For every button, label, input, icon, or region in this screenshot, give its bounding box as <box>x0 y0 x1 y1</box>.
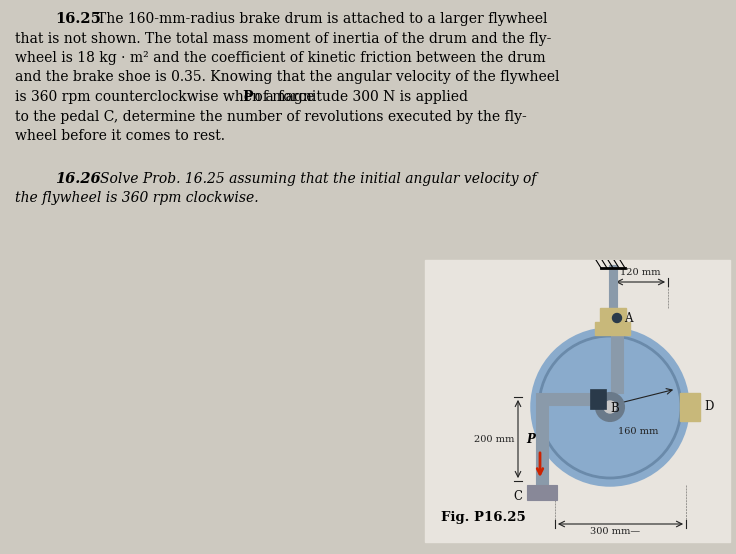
Bar <box>527 485 557 500</box>
Bar <box>680 393 700 421</box>
Circle shape <box>604 401 616 413</box>
Circle shape <box>612 314 621 322</box>
Text: 16.26: 16.26 <box>55 172 101 186</box>
Bar <box>536 405 548 485</box>
Text: B: B <box>610 403 619 416</box>
Text: Fig. P16.25: Fig. P16.25 <box>441 511 526 524</box>
Text: of magnitude 300 N is applied: of magnitude 300 N is applied <box>250 90 467 104</box>
Text: 300 mm—: 300 mm— <box>590 527 640 536</box>
Bar <box>425 260 730 542</box>
Text: wheel is 18 kg · m² and the coefficient of kinetic friction between the drum: wheel is 18 kg · m² and the coefficient … <box>15 51 545 65</box>
Circle shape <box>532 329 688 485</box>
Text: P: P <box>243 90 253 104</box>
Text: the flywheel is 360 rpm clockwise.: the flywheel is 360 rpm clockwise. <box>15 191 258 206</box>
Bar <box>600 308 626 322</box>
Text: The 160-mm-radius brake drum is attached to a larger flywheel: The 160-mm-radius brake drum is attached… <box>97 12 548 26</box>
Text: 120 mm: 120 mm <box>620 268 661 277</box>
Text: that is not shown. The total mass moment of inertia of the drum and the fly-: that is not shown. The total mass moment… <box>15 32 551 45</box>
Text: 200 mm: 200 mm <box>474 434 514 444</box>
Bar <box>536 393 603 405</box>
Bar <box>595 322 629 335</box>
Bar <box>611 322 623 393</box>
Text: A: A <box>624 311 632 325</box>
Text: Solve Prob. 16.25 assuming that the initial angular velocity of: Solve Prob. 16.25 assuming that the init… <box>100 172 537 186</box>
Text: C: C <box>513 490 522 504</box>
Text: and the brake shoe is 0.35. Knowing that the angular velocity of the flywheel: and the brake shoe is 0.35. Knowing that… <box>15 70 559 85</box>
Text: to the pedal C, determine the number of revolutions executed by the fly-: to the pedal C, determine the number of … <box>15 110 527 124</box>
Text: D: D <box>704 401 713 413</box>
Text: 160 mm: 160 mm <box>618 427 658 436</box>
Bar <box>590 389 606 409</box>
Text: 16.25: 16.25 <box>55 12 101 26</box>
Text: wheel before it comes to rest.: wheel before it comes to rest. <box>15 129 225 143</box>
Text: P: P <box>526 433 535 446</box>
Bar <box>609 265 617 308</box>
Circle shape <box>596 393 624 421</box>
Text: is 360 rpm counterclockwise when a force: is 360 rpm counterclockwise when a force <box>15 90 319 104</box>
